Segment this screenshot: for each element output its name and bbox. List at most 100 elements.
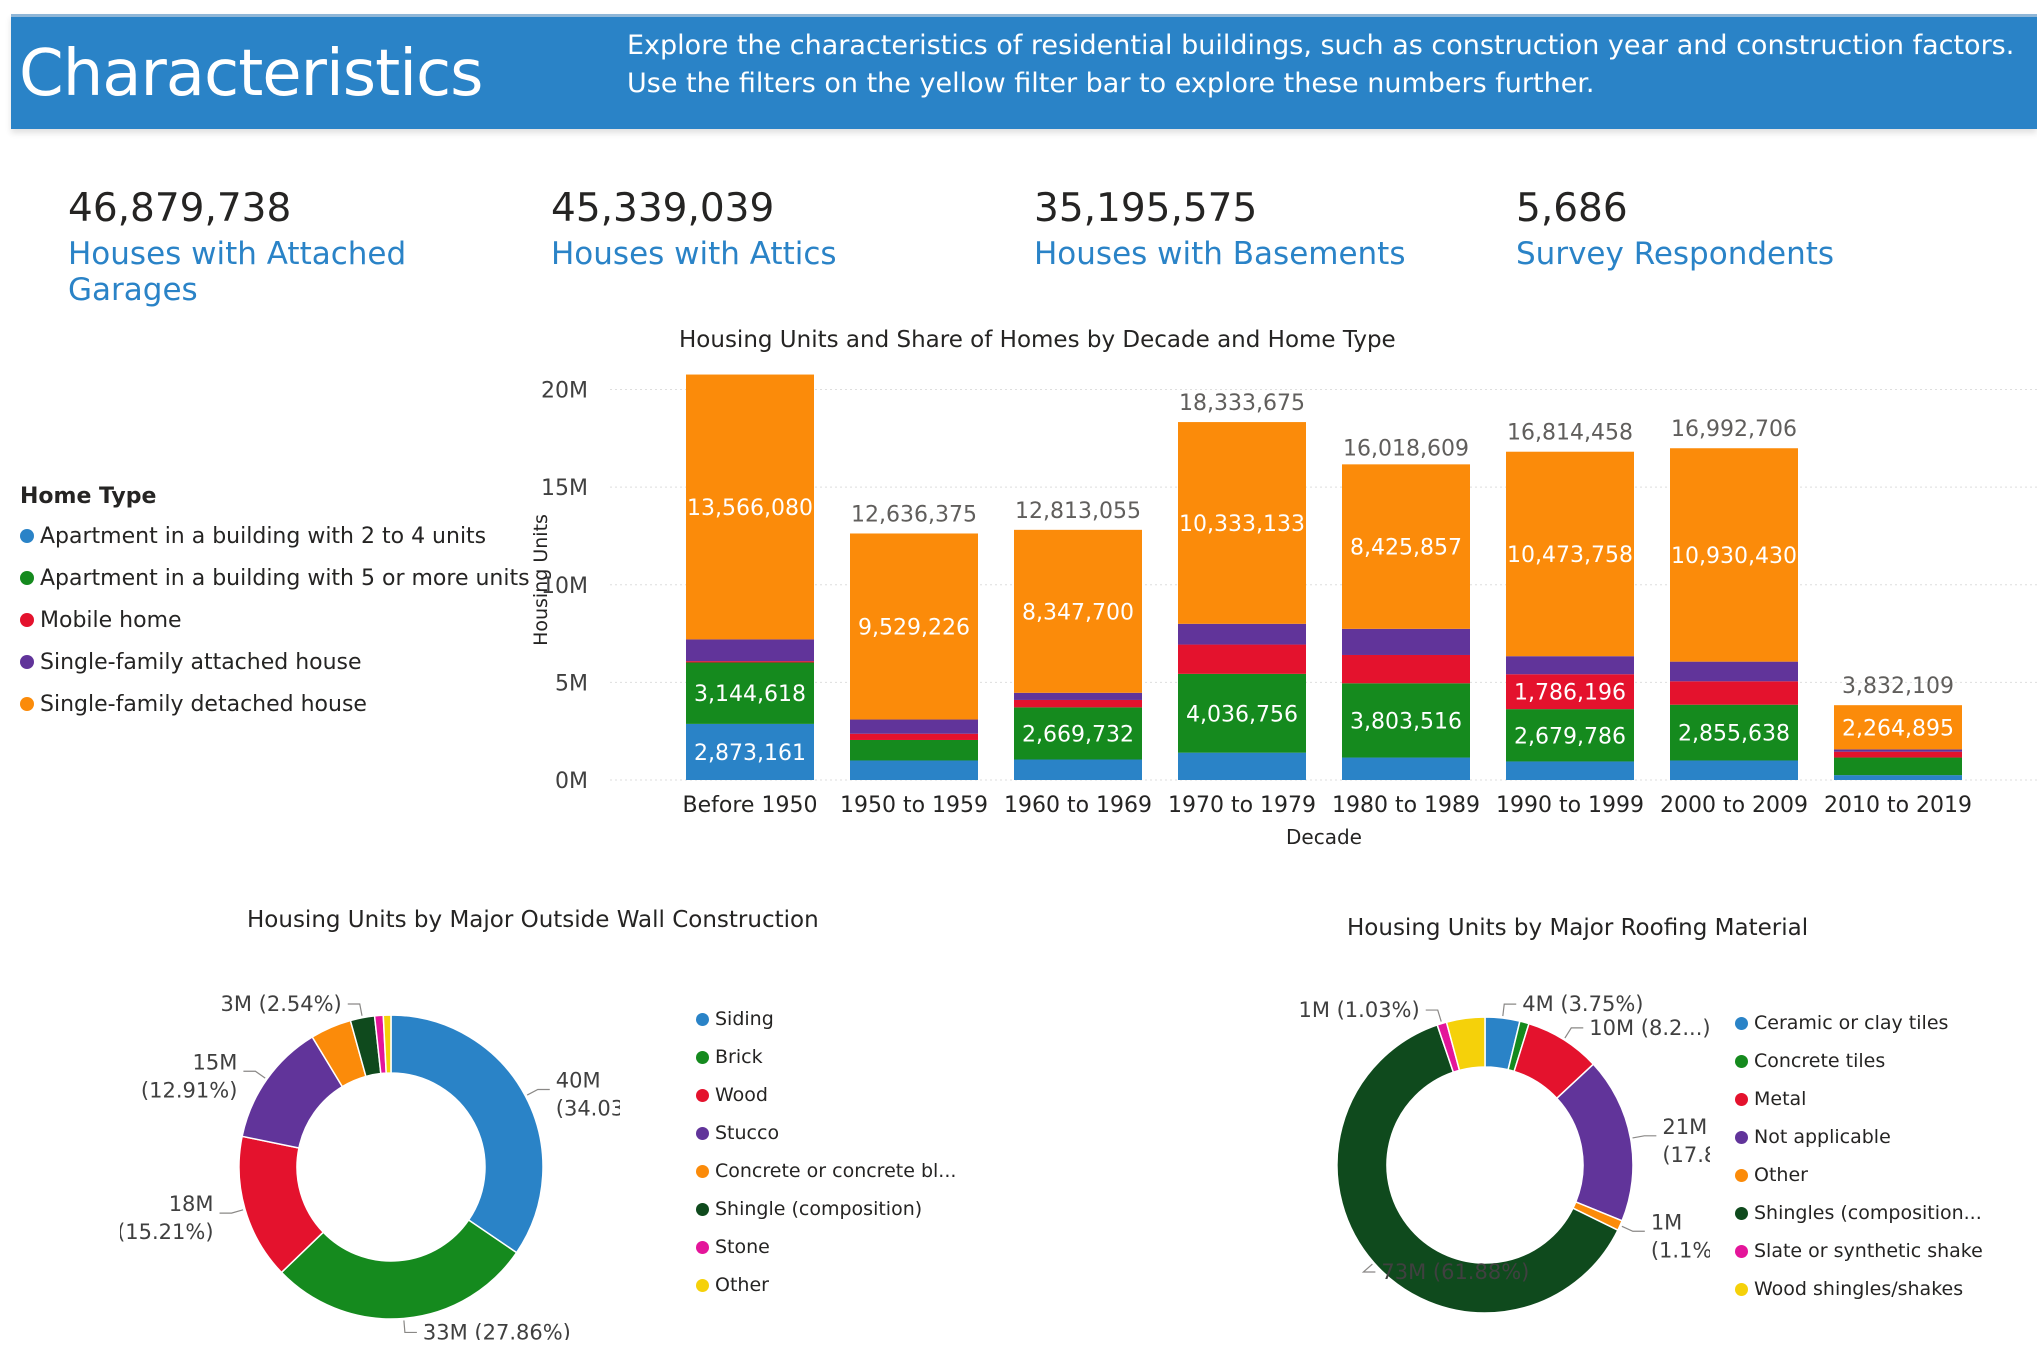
- legend-item-shingles-composition[interactable]: Shingles (composition...: [1735, 1194, 1983, 1232]
- bar-segment-single-family-detached-house: [1834, 705, 1962, 750]
- bar-segment-apartment-in-a-building-with-5-or-more-units: [1834, 757, 1962, 776]
- bar-segment-single-family-detached-house: [1670, 448, 1798, 662]
- label-leader-line: [243, 1070, 266, 1079]
- bar-data-label: 10,930,430: [1671, 544, 1797, 569]
- bar-segment-apartment-in-a-building-with-2-to-4-units: [1506, 761, 1634, 780]
- kpi-label: Houses with Attics: [551, 236, 837, 272]
- legend-label: Other: [715, 1274, 769, 1296]
- bar-segment-single-family-attached-house: [1506, 656, 1634, 675]
- legend-label: Single-family attached house: [40, 649, 362, 675]
- bar-total-label: 16,992,706: [1671, 417, 1797, 442]
- legend-marker: [1735, 1130, 1748, 1144]
- wall-donut-chart: 40M (34.03%) 33M (27.86%) 18M (15.21%) 15M (12…: [120, 992, 620, 1340]
- legend-item-other[interactable]: Other: [696, 1266, 956, 1304]
- legend-label: Wood: [715, 1084, 768, 1106]
- legend-label: Other: [1754, 1164, 1808, 1186]
- bar-segment-single-family-detached-house: [686, 374, 814, 640]
- bar-segment-single-family-attached-house: [1342, 628, 1470, 655]
- x-tick-label: 1980 to 1989: [1332, 793, 1480, 818]
- slice-value-label: 3M (2.54%): [220, 992, 341, 1016]
- slice-value-label: 1M: [1651, 1210, 1682, 1234]
- donut-slice-wood-shingles-shakes: [1445, 1016, 1486, 1072]
- legend-label: Siding: [715, 1008, 774, 1030]
- legend-label: Concrete or concrete bl...: [715, 1160, 957, 1182]
- kpi-label: Houses with Attached Garages: [68, 236, 407, 308]
- legend-marker: [1735, 1054, 1748, 1068]
- legend-item-concrete-or-concrete-block[interactable]: Concrete or concrete bl...: [696, 1152, 956, 1190]
- kpi-card-basements: 35,195,575 Houses with Basements: [1034, 186, 1504, 272]
- legend-item-mobile-home[interactable]: Mobile home: [20, 599, 530, 641]
- bar-data-label: 2,264,895: [1842, 716, 1954, 741]
- legend-label: Shingles (composition...: [1754, 1202, 1982, 1224]
- bar-segment-apartment-in-a-building-with-5-or-more-units: [686, 662, 814, 724]
- x-tick-label: 1990 to 1999: [1496, 793, 1644, 818]
- legend-item-ceramic-or-clay-tiles[interactable]: Ceramic or clay tiles: [1735, 1004, 1983, 1042]
- legend-marker: [696, 1088, 709, 1102]
- legend-item-other[interactable]: Other: [1735, 1156, 1983, 1194]
- legend-item-single-family-detached-house[interactable]: Single-family detached house: [20, 683, 530, 725]
- bar-segment-apartment-in-a-building-with-2-to-4-units: [1670, 760, 1798, 780]
- legend-marker: [696, 1240, 709, 1254]
- legend-marker: [20, 613, 34, 627]
- bar-data-label: 3,803,516: [1350, 709, 1462, 734]
- wall-chart-title: Housing Units by Major Outside Wall Cons…: [247, 907, 819, 933]
- legend-item-single-family-attached-house[interactable]: Single-family attached house: [20, 641, 530, 683]
- bar-segment-single-family-attached-house: [1670, 661, 1798, 682]
- x-tick-label: 2000 to 2009: [1660, 793, 1808, 818]
- slice-value-label: 40M: [556, 1068, 601, 1092]
- bar-data-label: 8,425,857: [1350, 536, 1462, 561]
- legend-marker: [20, 529, 34, 543]
- legend-label: Apartment in a building with 5 or more u…: [40, 565, 530, 591]
- bar-segment-apartment-in-a-building-with-5-or-more-units: [1342, 683, 1470, 758]
- kpi-card-garages: 46,879,738 Houses with Attached Garages: [68, 186, 538, 308]
- legend-item-wood[interactable]: Wood: [696, 1076, 956, 1114]
- kpi-value: 46,879,738: [68, 186, 292, 231]
- legend-item-concrete-tiles[interactable]: Concrete tiles: [1735, 1042, 1983, 1080]
- legend-marker: [1735, 1244, 1748, 1258]
- y-tick-label: 10M: [541, 574, 588, 599]
- bar-segment-single-family-detached-house: [1178, 422, 1306, 624]
- legend-item-not-applicable[interactable]: Not applicable: [1735, 1118, 1983, 1156]
- roof-chart-legend: Ceramic or clay tiles Concrete tiles Metal…: [1735, 1004, 1983, 1308]
- bar-segment-single-family-attached-house: [850, 719, 978, 734]
- legend-label: Slate or synthetic shake: [1754, 1240, 1983, 1262]
- legend-item-metal[interactable]: Metal: [1735, 1080, 1983, 1118]
- slice-percent-label: (34.03%): [556, 1096, 620, 1120]
- bar-segment-apartment-in-a-building-with-5-or-more-units: [850, 739, 978, 761]
- slice-value-label: 1M (1.03%): [1298, 998, 1419, 1022]
- legend-marker: [1735, 1092, 1748, 1106]
- legend-item-stone[interactable]: Stone: [696, 1228, 956, 1266]
- legend-item-stucco[interactable]: Stucco: [696, 1114, 956, 1152]
- y-tick-label: 0M: [555, 769, 588, 794]
- bar-segment-apartment-in-a-building-with-5-or-more-units: [1506, 709, 1634, 762]
- legend-label: Wood shingles/shakes: [1754, 1278, 1964, 1300]
- bar-segment-mobile-home: [1670, 681, 1798, 705]
- slice-value-label: 73M (61.88%): [1381, 1260, 1529, 1284]
- legend-label: Mobile home: [40, 607, 182, 633]
- legend-item-wood-shingles-shakes[interactable]: Wood shingles/shakes: [1735, 1270, 1983, 1308]
- x-tick-label: 1950 to 1959: [840, 793, 988, 818]
- donut-slice-brick: [280, 1218, 518, 1320]
- label-leader-line: [1621, 1225, 1645, 1232]
- slice-percent-label: (1.1%): [1651, 1238, 1710, 1262]
- legend-marker: [20, 655, 34, 669]
- bar-segment-single-family-attached-house: [686, 639, 814, 662]
- legend-item-shingle-composition[interactable]: Shingle (composition): [696, 1190, 956, 1228]
- bar-data-label: 13,566,080: [687, 496, 813, 521]
- legend-item-apartment-in-a-building-with-2-to-4-units[interactable]: Apartment in a building with 2 to 4 unit…: [20, 515, 530, 557]
- label-leader-line: [219, 1209, 244, 1214]
- bar-total-label: 3,832,109: [1842, 674, 1954, 699]
- legend-marker: [1735, 1168, 1748, 1182]
- legend-marker: [1735, 1282, 1748, 1296]
- legend-label: Ceramic or clay tiles: [1754, 1012, 1949, 1034]
- legend-item-siding[interactable]: Siding: [696, 1000, 956, 1038]
- bar-segment-apartment-in-a-building-with-2-to-4-units: [686, 723, 814, 780]
- legend-marker: [696, 1012, 709, 1026]
- legend-item-slate-or-synthetic-shake[interactable]: Slate or synthetic shake: [1735, 1232, 1983, 1270]
- legend-item-apartment-in-a-building-with-5-or-more-units[interactable]: Apartment in a building with 5 or more u…: [20, 557, 530, 599]
- legend-label: Single-family detached house: [40, 691, 367, 717]
- bar-data-label: 4,036,756: [1186, 702, 1298, 727]
- legend-item-brick[interactable]: Brick: [696, 1038, 956, 1076]
- bar-segment-apartment-in-a-building-with-2-to-4-units: [1342, 757, 1470, 780]
- page-title: Characteristics: [19, 37, 483, 111]
